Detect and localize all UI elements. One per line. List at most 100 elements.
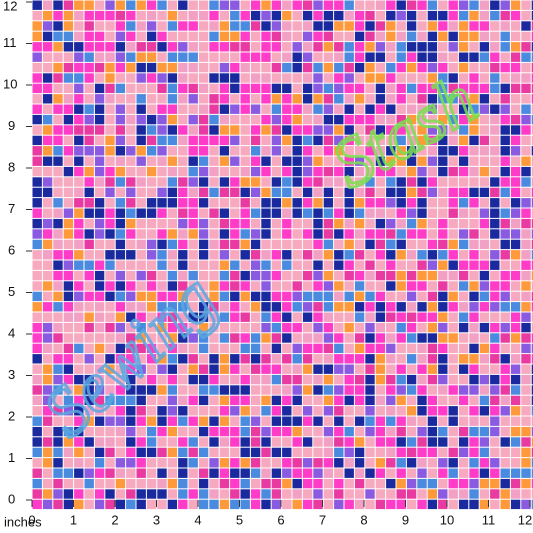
tile xyxy=(458,0,469,10)
tile xyxy=(74,499,84,510)
tile xyxy=(448,447,458,458)
tile xyxy=(323,364,334,374)
tile xyxy=(510,374,521,385)
tile xyxy=(84,83,94,94)
tile xyxy=(531,260,533,270)
tile xyxy=(292,31,302,42)
tile xyxy=(354,385,365,395)
tile xyxy=(438,416,448,426)
tile xyxy=(188,10,198,21)
tile xyxy=(406,395,417,406)
tile xyxy=(427,385,438,395)
tile xyxy=(375,208,386,218)
tile xyxy=(334,478,344,489)
tile xyxy=(240,177,250,187)
tile xyxy=(458,447,469,458)
tile xyxy=(219,146,230,156)
tile xyxy=(115,447,126,458)
tile xyxy=(115,489,126,499)
tile xyxy=(282,312,292,322)
tile xyxy=(250,333,261,343)
tile xyxy=(438,291,448,302)
tile xyxy=(334,447,344,458)
tile xyxy=(42,489,53,499)
tile xyxy=(406,489,417,499)
tile xyxy=(42,187,53,198)
tile xyxy=(490,94,500,104)
tile xyxy=(32,21,42,31)
tile xyxy=(32,52,42,62)
tile xyxy=(469,291,479,302)
tile xyxy=(490,260,500,270)
tile xyxy=(84,218,94,229)
tile xyxy=(32,385,42,395)
x-tick-label: 12 xyxy=(518,512,532,527)
tile xyxy=(136,312,146,322)
tile xyxy=(386,0,396,10)
tile xyxy=(188,468,198,478)
tile xyxy=(74,416,84,426)
tile xyxy=(146,322,157,333)
tile xyxy=(219,416,230,426)
tile xyxy=(230,135,240,146)
tile xyxy=(250,166,261,177)
tile xyxy=(438,250,448,260)
tile xyxy=(136,281,146,291)
tile xyxy=(126,187,136,198)
tile xyxy=(282,489,292,499)
tile xyxy=(178,374,188,385)
tile xyxy=(323,478,334,489)
y-tick-label: 9 xyxy=(8,118,15,133)
tile xyxy=(209,395,219,406)
tile xyxy=(157,83,167,94)
tile xyxy=(188,0,198,10)
tile xyxy=(323,395,334,406)
x-tick-label: 7 xyxy=(319,512,326,527)
tile xyxy=(94,270,105,281)
tile xyxy=(157,135,167,146)
tile xyxy=(53,385,63,395)
tile xyxy=(53,395,63,406)
tile xyxy=(500,0,510,10)
tile xyxy=(438,478,448,489)
tile xyxy=(115,385,126,395)
tile xyxy=(334,229,344,239)
tile xyxy=(261,208,271,218)
tile xyxy=(490,374,500,385)
tile xyxy=(157,0,167,10)
tile xyxy=(292,416,302,426)
tile xyxy=(510,312,521,322)
tile xyxy=(178,489,188,499)
tile xyxy=(271,229,282,239)
tile xyxy=(188,229,198,239)
tile xyxy=(334,52,344,62)
tile xyxy=(344,437,354,447)
tile xyxy=(188,250,198,260)
tile xyxy=(32,146,42,156)
tile xyxy=(323,208,334,218)
tile xyxy=(209,281,219,291)
tile xyxy=(479,156,490,166)
tile xyxy=(167,478,178,489)
tile xyxy=(146,270,157,281)
tile xyxy=(334,42,344,52)
tile xyxy=(126,312,136,322)
tile xyxy=(157,187,167,198)
tile xyxy=(219,52,230,62)
tile xyxy=(386,31,396,42)
tile xyxy=(386,250,396,260)
tile xyxy=(531,135,533,146)
tile xyxy=(136,114,146,125)
tile xyxy=(209,458,219,468)
tile xyxy=(510,250,521,260)
tile xyxy=(74,489,84,499)
tile xyxy=(313,437,323,447)
tile xyxy=(209,239,219,250)
tile xyxy=(531,52,533,62)
tile xyxy=(146,52,157,62)
tile xyxy=(94,52,105,62)
tile xyxy=(240,52,250,62)
tile xyxy=(417,270,427,281)
tile xyxy=(178,468,188,478)
tile xyxy=(230,260,240,270)
